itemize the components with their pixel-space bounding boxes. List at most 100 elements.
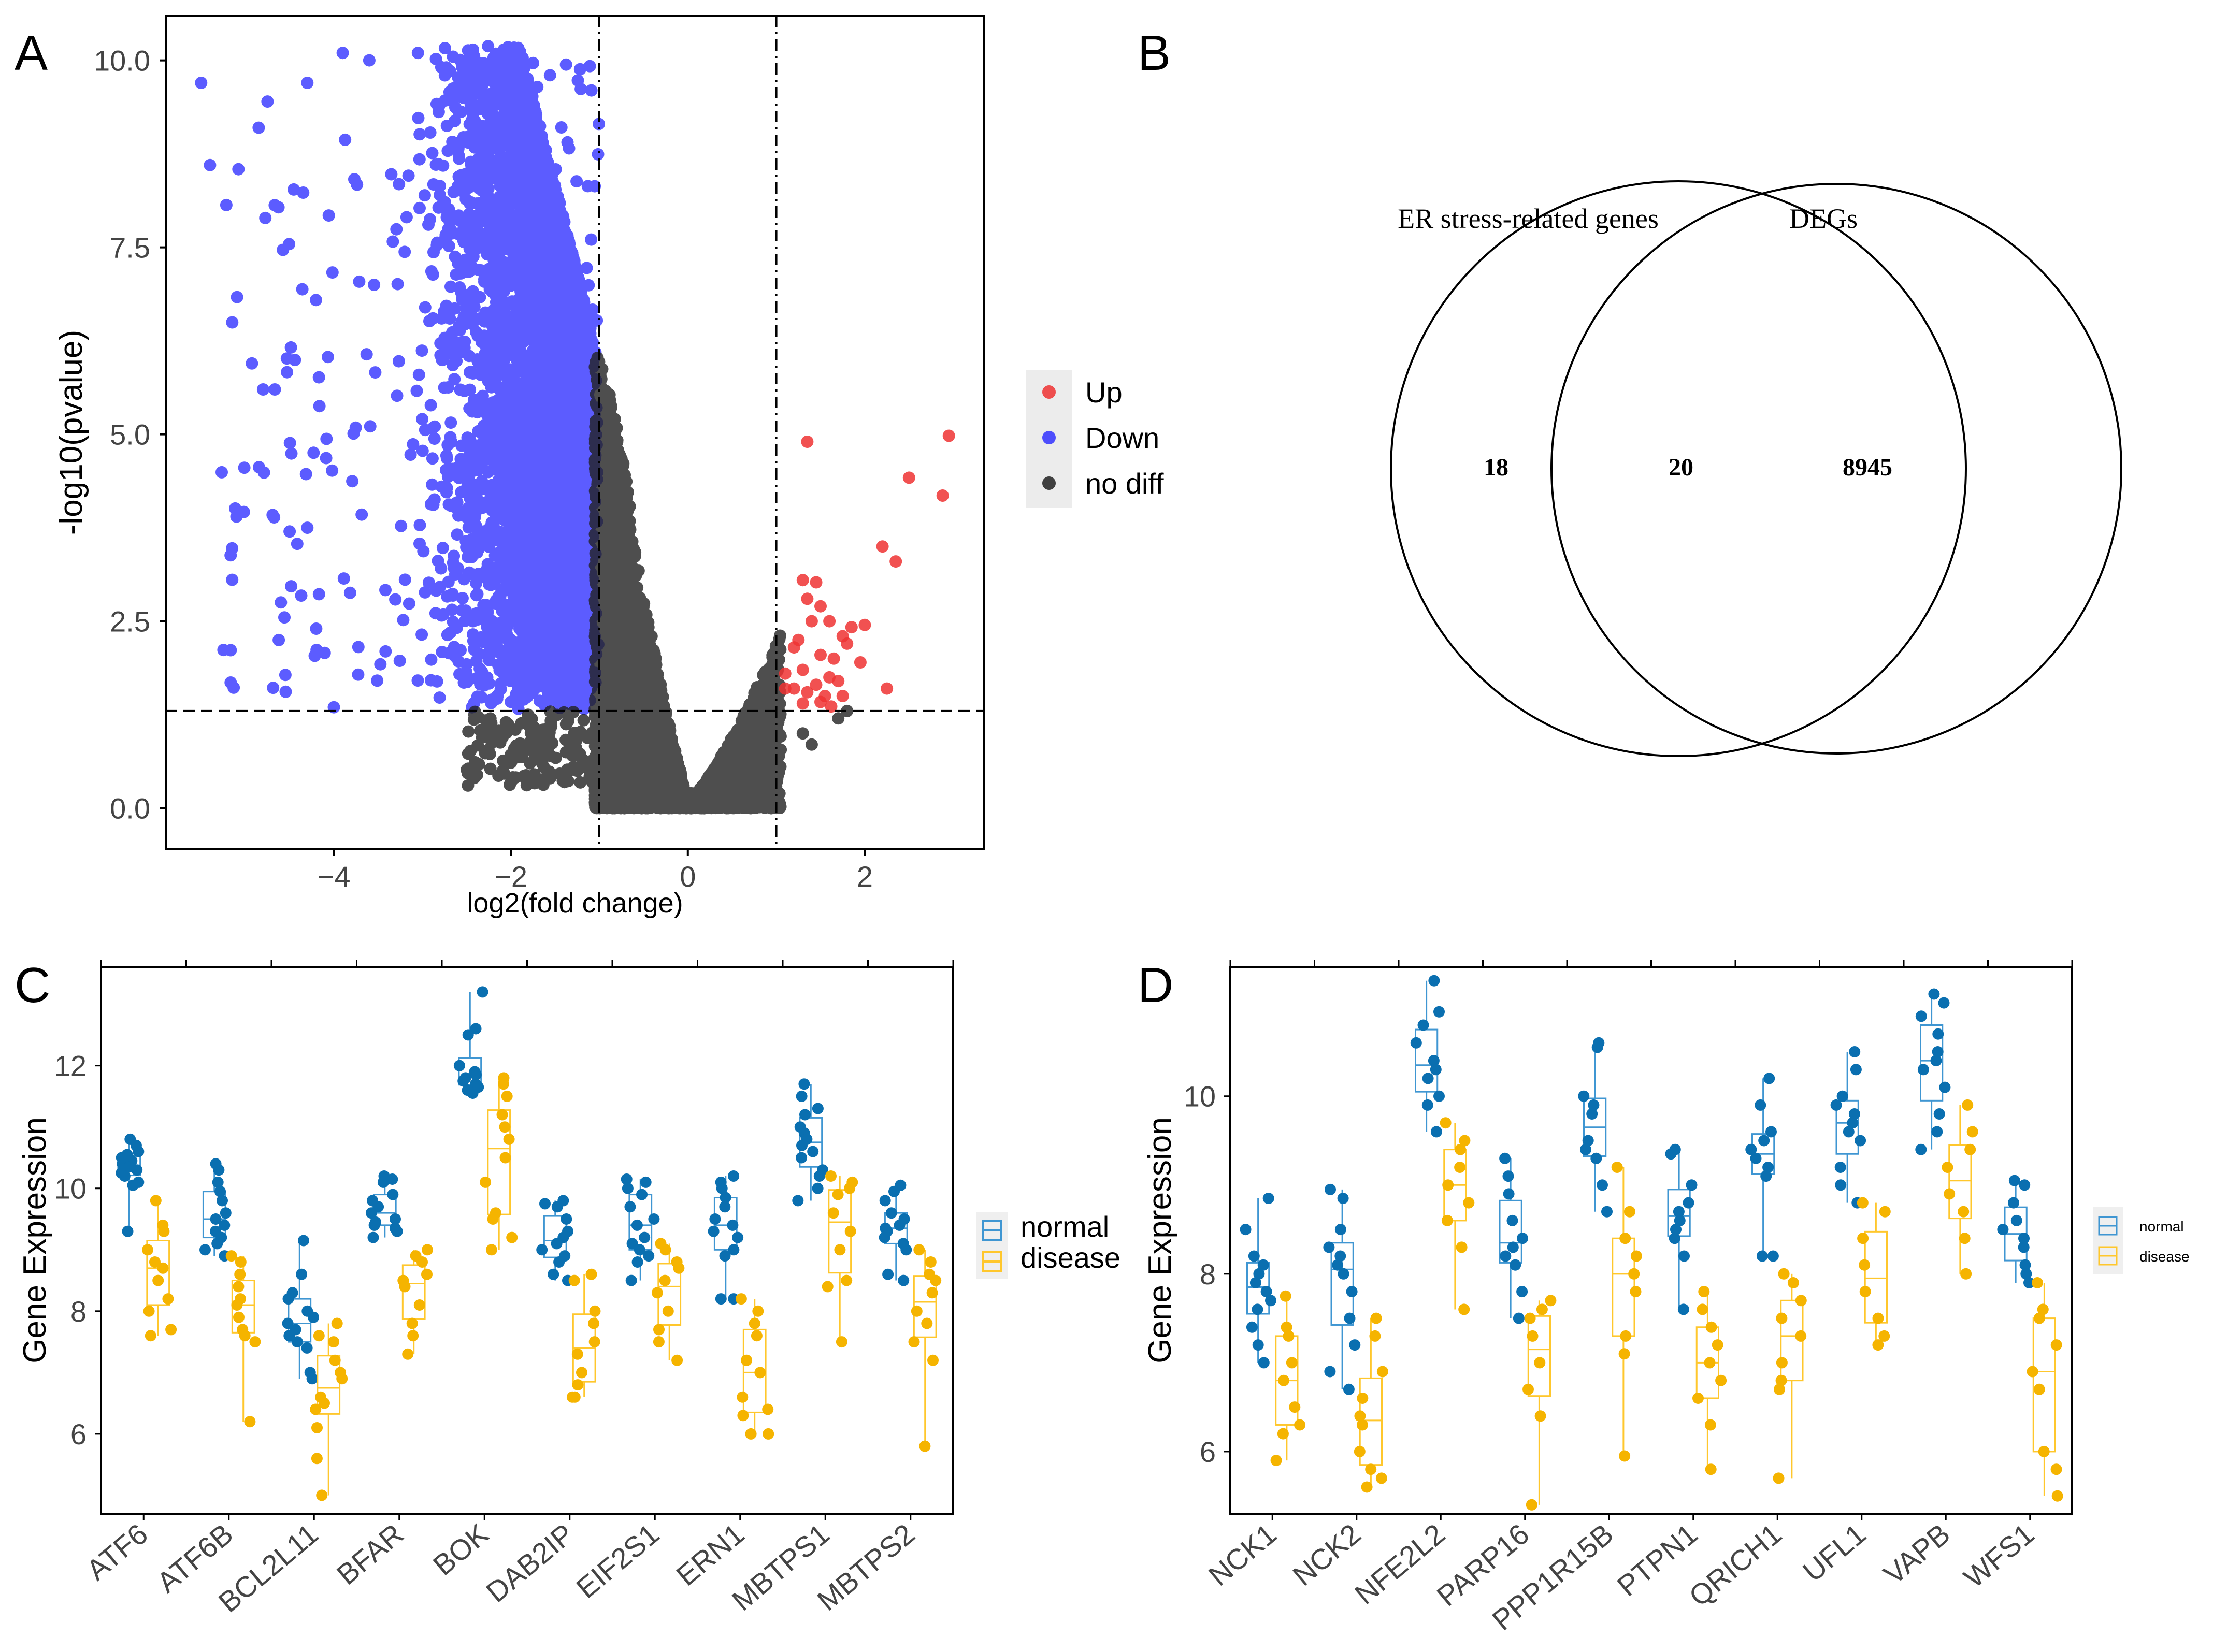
boxplot-d-y-label: Gene Expression <box>1142 1117 1178 1364</box>
data-point-normal <box>1762 1162 1774 1173</box>
data-point-normal <box>2018 1233 2030 1244</box>
y-tick-label: 8 <box>1200 1258 1216 1291</box>
data-point-disease <box>1527 1330 1539 1342</box>
data-point-disease <box>1795 1295 1807 1307</box>
data-point-normal <box>1915 1010 1927 1022</box>
data-point-disease <box>1879 1206 1891 1218</box>
data-point-disease <box>1286 1357 1298 1369</box>
scatter-point-up <box>787 641 800 654</box>
data-point-disease <box>145 1330 156 1342</box>
venn-label-degs: DEGs <box>1789 203 1858 234</box>
data-point-disease <box>1619 1450 1631 1462</box>
data-point-normal <box>1252 1339 1264 1351</box>
data-point-normal <box>1836 1090 1848 1102</box>
x-tick-label: BFAR <box>330 1517 410 1591</box>
scatter-series-down <box>195 40 606 715</box>
data-point-disease <box>1442 1179 1454 1191</box>
data-point-disease <box>1698 1286 1710 1298</box>
boxplot-d-legend: normal disease <box>2093 1207 2190 1274</box>
data-point-disease <box>841 1274 853 1286</box>
data-point-normal <box>1580 1143 1591 1155</box>
data-point-disease <box>653 1336 665 1348</box>
data-point-normal <box>1433 1006 1445 1018</box>
scatter-point-up <box>841 637 854 650</box>
data-point-disease <box>233 1281 245 1293</box>
volcano-points <box>195 40 955 815</box>
data-point-disease <box>571 1348 583 1360</box>
data-point-normal <box>1847 1117 1859 1129</box>
data-point-normal <box>387 1189 399 1200</box>
data-point-disease <box>2033 1312 2045 1324</box>
data-point-disease <box>1705 1321 1717 1333</box>
data-point-normal <box>1677 1303 1689 1315</box>
data-point-normal <box>1673 1206 1685 1218</box>
venn-circle-er-stress <box>1390 180 1967 757</box>
x-tick-label: BOK <box>427 1517 495 1582</box>
data-point-normal <box>1931 1126 1943 1138</box>
data-point-disease <box>2033 1383 2045 1395</box>
data-point-normal <box>1932 1046 1944 1057</box>
data-point-normal <box>2008 1175 2020 1186</box>
data-point-normal <box>1767 1250 1779 1262</box>
data-point-disease <box>1611 1162 1623 1173</box>
data-point-normal <box>367 1231 379 1243</box>
data-point-disease <box>233 1311 245 1323</box>
data-point-disease <box>1859 1286 1871 1298</box>
scatter-point-up <box>801 436 814 448</box>
data-point-normal <box>1591 1041 1603 1053</box>
data-point-disease <box>1454 1162 1466 1173</box>
scatter-point-up <box>779 667 792 680</box>
data-point-normal <box>1588 1099 1600 1111</box>
data-point-disease <box>1774 1383 1785 1395</box>
data-point-disease <box>2050 1463 2062 1475</box>
data-point-normal <box>1325 1183 1336 1195</box>
data-point-normal <box>212 1176 224 1188</box>
data-point-normal <box>727 1219 739 1231</box>
data-point-disease <box>1357 1393 1369 1404</box>
data-point-disease <box>496 1109 508 1121</box>
data-point-disease <box>1630 1286 1642 1298</box>
y-tick-label: 12 <box>54 1050 87 1082</box>
data-point-normal <box>894 1219 906 1231</box>
venn-count-intersection: 20 <box>1669 454 1693 481</box>
data-point-normal <box>2008 1197 2019 1209</box>
data-point-disease <box>588 1317 600 1329</box>
scatter-point-up <box>889 555 902 568</box>
venn-label-er-stress: ER stress-related genes <box>1398 203 1659 234</box>
data-point-disease <box>231 1299 243 1311</box>
data-point-normal <box>282 1293 294 1305</box>
scatter-point-up <box>814 695 827 708</box>
data-point-disease <box>1705 1463 1717 1475</box>
data-point-normal <box>1601 1206 1613 1218</box>
scatter-point-up <box>902 471 915 484</box>
data-point-normal <box>283 1330 295 1342</box>
data-point-normal <box>536 1244 548 1256</box>
data-point-disease <box>651 1287 663 1299</box>
data-point-disease <box>1270 1455 1282 1467</box>
data-point-normal <box>1930 1055 1942 1067</box>
data-point-normal <box>885 1207 897 1219</box>
data-point-normal <box>1502 1170 1514 1182</box>
data-point-disease <box>421 1268 433 1280</box>
data-point-disease <box>925 1256 937 1268</box>
data-point-disease <box>1456 1241 1468 1253</box>
data-point-disease <box>834 1244 846 1256</box>
data-point-disease <box>1370 1312 1382 1324</box>
data-point-disease <box>225 1250 237 1262</box>
x-tick-label: UFL1 <box>1797 1517 1872 1588</box>
data-point-normal <box>719 1201 731 1213</box>
data-point-disease <box>2038 1445 2050 1457</box>
data-point-disease <box>487 1213 499 1225</box>
legend-up-label: Up <box>1085 376 1123 409</box>
data-point-normal <box>1755 1099 1766 1111</box>
x-tick-label: MBTPS2 <box>811 1517 921 1617</box>
data-point-disease <box>673 1262 685 1274</box>
data-point-normal <box>1850 1064 1862 1076</box>
data-point-disease <box>735 1293 747 1305</box>
panel-letter-d: D <box>1138 958 1173 1013</box>
data-point-normal <box>122 1225 134 1237</box>
data-point-disease <box>752 1305 764 1317</box>
data-point-disease <box>328 1336 340 1348</box>
panel-letter-a: A <box>15 25 48 81</box>
